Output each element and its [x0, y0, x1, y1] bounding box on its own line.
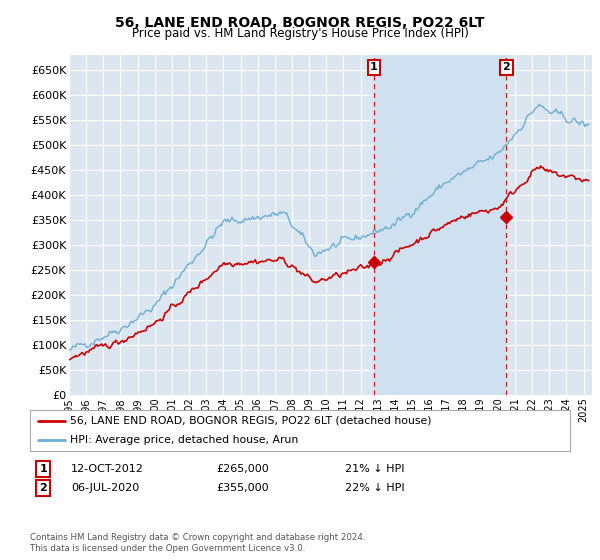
Text: 1: 1 [40, 464, 47, 474]
Text: Contains HM Land Registry data © Crown copyright and database right 2024.
This d: Contains HM Land Registry data © Crown c… [30, 533, 365, 553]
Text: 06-JUL-2020: 06-JUL-2020 [71, 483, 139, 493]
Text: 1: 1 [370, 62, 378, 72]
Text: £355,000: £355,000 [216, 483, 269, 493]
Text: 56, LANE END ROAD, BOGNOR REGIS, PO22 6LT (detached house): 56, LANE END ROAD, BOGNOR REGIS, PO22 6L… [71, 416, 432, 426]
Bar [374, 55, 506, 395]
Text: HPI: Average price, detached house, Arun: HPI: Average price, detached house, Arun [71, 435, 299, 445]
Text: 21% ↓ HPI: 21% ↓ HPI [345, 464, 404, 474]
Text: 22% ↓ HPI: 22% ↓ HPI [345, 483, 404, 493]
Text: £265,000: £265,000 [216, 464, 269, 474]
Text: Price paid vs. HM Land Registry's House Price Index (HPI): Price paid vs. HM Land Registry's House … [131, 27, 469, 40]
Text: 12-OCT-2012: 12-OCT-2012 [71, 464, 143, 474]
Text: 2: 2 [40, 483, 47, 493]
Text: 2: 2 [503, 62, 511, 72]
Text: 56, LANE END ROAD, BOGNOR REGIS, PO22 6LT: 56, LANE END ROAD, BOGNOR REGIS, PO22 6L… [115, 16, 485, 30]
